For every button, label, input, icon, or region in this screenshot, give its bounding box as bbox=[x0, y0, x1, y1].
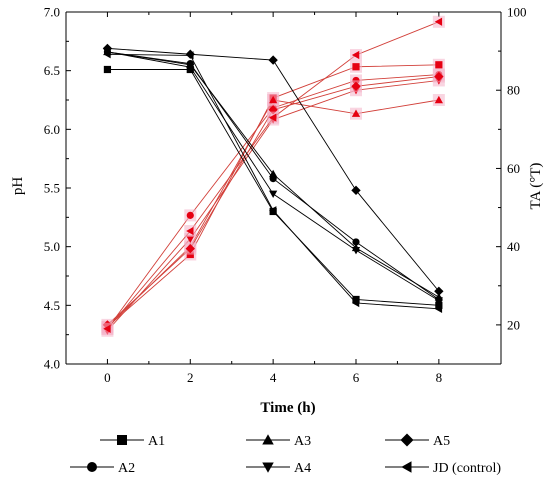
ta-series-jd-control- bbox=[101, 15, 445, 335]
legend-label: A3 bbox=[294, 434, 311, 449]
left-y-tick-label: 5.5 bbox=[44, 181, 60, 196]
plot-layer: 0 2 4 6 8 4.0 4.5 5.0 5.5 6.0 6.5 7.0 20 40 60 80 100 bbox=[44, 5, 527, 386]
x-axis-title: Time (h) bbox=[260, 400, 315, 416]
legend-marker bbox=[117, 435, 127, 445]
legend-marker bbox=[400, 433, 414, 447]
ph-point bbox=[103, 65, 112, 74]
ph-point bbox=[434, 304, 443, 313]
left-y-tick-label: 5.0 bbox=[44, 239, 60, 254]
ph-point bbox=[434, 297, 443, 305]
left-y-tick-label: 6.5 bbox=[44, 63, 60, 78]
left-y-tick-label: 6.0 bbox=[44, 122, 60, 137]
ph-point bbox=[352, 238, 360, 246]
legend-label: A4 bbox=[294, 461, 311, 476]
ta-point bbox=[434, 95, 443, 104]
ta-point bbox=[186, 211, 194, 219]
legend-label: A1 bbox=[148, 434, 165, 449]
ta-point bbox=[186, 235, 195, 243]
ph-point bbox=[269, 206, 277, 215]
legend: A1 A3 A5 A2 A4 JD (control) bbox=[70, 433, 501, 476]
left-y-tick-label: 4.0 bbox=[44, 357, 60, 372]
legend-label: A2 bbox=[118, 461, 135, 476]
ph-point bbox=[103, 50, 111, 59]
right-y-tick-label: 20 bbox=[507, 317, 520, 332]
ph-point bbox=[186, 63, 195, 72]
right-y-tick-label: 100 bbox=[507, 5, 527, 20]
ta-point bbox=[352, 63, 360, 71]
legend-marker bbox=[262, 434, 274, 445]
ph-series-jd-control- bbox=[103, 50, 443, 313]
x-tick-label: 8 bbox=[436, 370, 443, 385]
ta-point bbox=[185, 243, 195, 254]
x-tick-label: 4 bbox=[270, 370, 277, 385]
left-y-axis-title: pH bbox=[10, 177, 26, 196]
x-tick-label: 6 bbox=[353, 370, 360, 385]
ta-point bbox=[434, 17, 443, 26]
legend-item-a1: A1 bbox=[100, 434, 165, 449]
right-y-tick-label: 60 bbox=[507, 161, 520, 176]
ta-point bbox=[351, 81, 361, 91]
ta-point bbox=[269, 113, 277, 122]
right-y-tick-label: 80 bbox=[507, 83, 520, 98]
legend-item-a2: A2 bbox=[70, 461, 135, 476]
right-y-axis-title: TA (°T) bbox=[528, 163, 544, 210]
ta-point bbox=[435, 61, 443, 69]
left-y-tick-label: 7.0 bbox=[44, 5, 60, 20]
left-y-tick-label: 4.5 bbox=[44, 298, 60, 313]
legend-marker bbox=[401, 461, 412, 473]
ph-point bbox=[435, 301, 443, 309]
ph-point bbox=[434, 286, 444, 296]
x-tick-label: 0 bbox=[104, 370, 111, 385]
ta-point bbox=[351, 109, 361, 117]
ph-point bbox=[268, 55, 278, 65]
legend-item-a3: A3 bbox=[246, 434, 311, 449]
ph-point bbox=[351, 298, 360, 308]
ta-point bbox=[268, 105, 278, 115]
ph-point bbox=[352, 295, 360, 304]
ta-point bbox=[103, 324, 111, 333]
ta-point bbox=[186, 226, 194, 236]
ph-point bbox=[269, 169, 278, 178]
x-tick-label: 2 bbox=[187, 370, 194, 385]
ph-point bbox=[269, 190, 278, 199]
right-y-tick-label: 40 bbox=[507, 239, 520, 254]
legend-label: JD (control) bbox=[433, 461, 501, 476]
ph-point bbox=[186, 51, 194, 60]
ph-point bbox=[351, 185, 361, 196]
ta-point bbox=[351, 50, 360, 60]
ta-series-a5 bbox=[101, 70, 445, 331]
legend-label: A5 bbox=[433, 434, 450, 449]
legend-item-a5: A5 bbox=[385, 433, 450, 449]
legend-item-a4: A4 bbox=[246, 461, 311, 476]
legend-item-jd-control-: JD (control) bbox=[385, 461, 501, 476]
legend-marker bbox=[87, 462, 97, 472]
ta-point bbox=[434, 71, 444, 82]
legend-marker bbox=[262, 462, 274, 473]
ta-point bbox=[269, 95, 278, 104]
ph-point bbox=[351, 246, 361, 255]
